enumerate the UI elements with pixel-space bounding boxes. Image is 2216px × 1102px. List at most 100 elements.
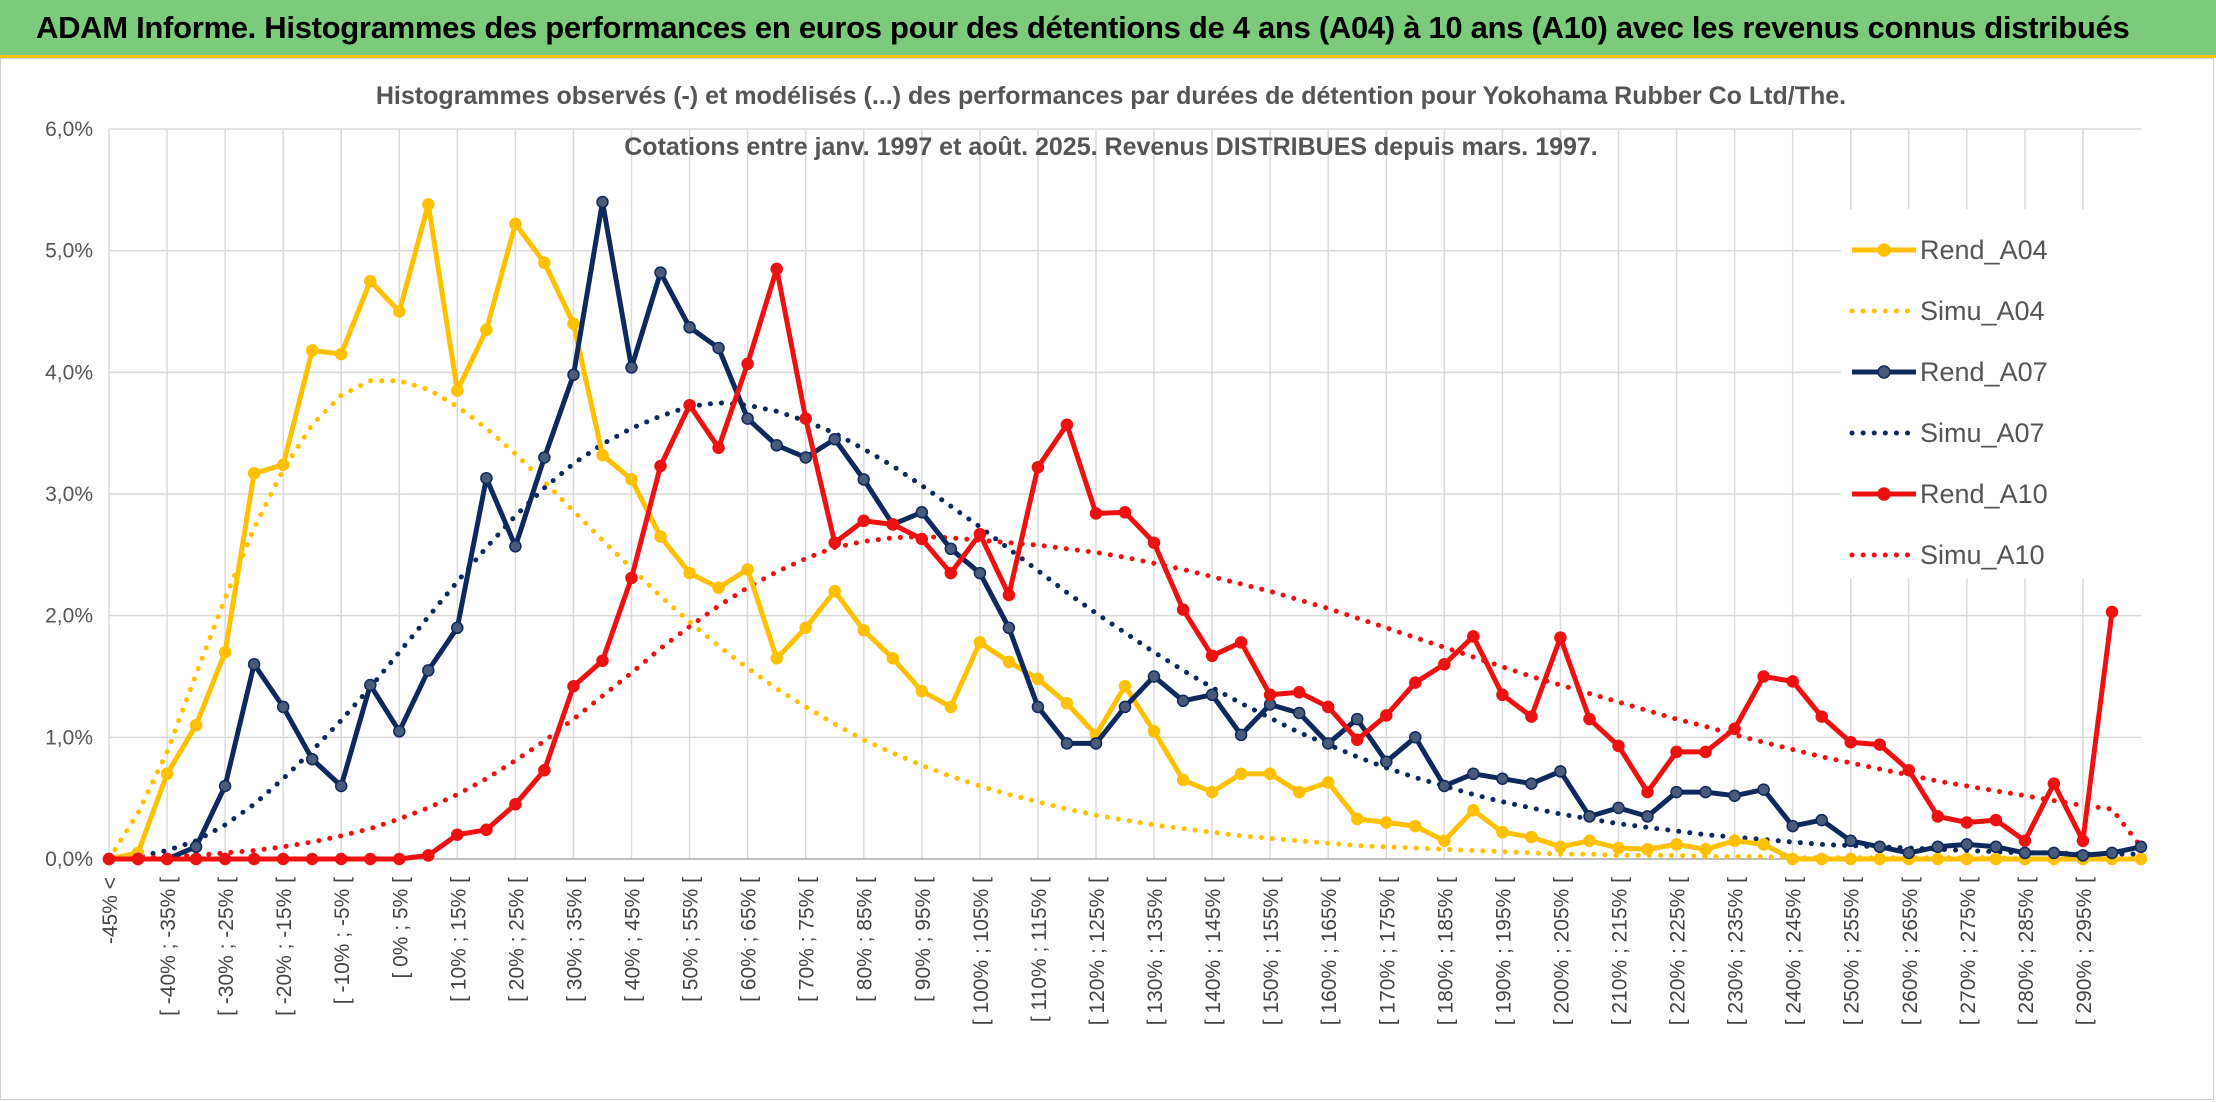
data-point <box>1350 812 1364 826</box>
x-tick-label: [ 230% ; 235% [ <box>1725 877 1748 1025</box>
data-point <box>1583 712 1596 726</box>
data-point <box>509 540 522 553</box>
data-point <box>799 412 812 425</box>
legend: Rend_A04 Simu_A04 Rend_A07 Simu_A07 Rend_A10… <box>1841 209 2141 579</box>
data-point <box>1205 649 1219 663</box>
legend-marker <box>1877 365 1891 379</box>
data-point <box>1670 785 1683 799</box>
data-point <box>1699 745 1712 759</box>
x-tick-label: [ -40% ; -35% [ <box>157 877 180 1016</box>
series-rend-a07 <box>102 195 2148 866</box>
data-point <box>1496 825 1509 839</box>
data-point <box>1350 712 1364 726</box>
data-point <box>1409 676 1422 689</box>
data-point <box>1438 834 1451 848</box>
data-point <box>364 852 377 866</box>
data-point <box>2047 846 2061 860</box>
data-point <box>1147 670 1161 683</box>
data-point <box>1089 507 1103 520</box>
data-point <box>1031 700 1045 714</box>
data-point <box>276 458 290 472</box>
data-point <box>1002 588 1016 602</box>
data-point <box>1989 852 2003 866</box>
data-point <box>1844 735 1857 749</box>
legend-item: Simu_A04 <box>1849 296 2045 326</box>
x-tick-label: [ 140% ; 145% [ <box>1202 877 1225 1025</box>
x-tick-label: [ 100% ; 105% [ <box>970 877 993 1025</box>
x-tick-label: [ 110% ; 115% [ <box>1028 877 1051 1022</box>
series-simu-a07 <box>106 400 2144 862</box>
data-point <box>1234 767 1248 781</box>
legend-label: Simu_A10 <box>1920 540 2045 570</box>
chart-subtitle: Cotations entre janv. 1997 et août. 2025… <box>624 133 1598 161</box>
data-point <box>1554 765 1567 778</box>
data-point <box>1873 738 1886 751</box>
data-point <box>1234 728 1248 742</box>
data-point <box>509 798 522 811</box>
data-point <box>2018 846 2032 860</box>
data-point <box>770 262 783 276</box>
data-point <box>1699 785 1712 799</box>
x-tick-label: [ 190% ; 195% [ <box>1492 877 1515 1025</box>
data-point <box>1496 688 1509 702</box>
data-point <box>2105 605 2119 619</box>
data-point <box>1525 830 1538 844</box>
data-point <box>247 658 261 671</box>
data-point <box>1409 819 1422 833</box>
x-tick-label: [ 60% ; 65% [ <box>738 877 761 1002</box>
data-point <box>538 763 551 777</box>
data-point <box>1641 843 1654 856</box>
chart-frame: Histogrammes observés (-) et modélisés (… <box>0 58 2214 1100</box>
data-point <box>857 624 870 637</box>
data-point <box>1321 700 1335 714</box>
data-point <box>596 195 609 209</box>
x-tick-label: [ 50% ; 55% [ <box>680 877 703 1002</box>
data-point <box>451 621 464 635</box>
data-point <box>102 852 116 866</box>
data-point <box>189 718 203 732</box>
y-axis-ticks: 0,0% 1,0% 2,0% 3,0% 4,0% 5,0% 6,0% <box>45 118 93 871</box>
data-point <box>1118 700 1132 714</box>
x-tick-label: [ 160% ; 165% [ <box>1318 877 1341 1025</box>
data-point <box>364 678 377 692</box>
data-point <box>915 506 929 519</box>
data-point <box>1815 710 1828 723</box>
legend-item: Simu_A07 <box>1849 418 2045 448</box>
data-point <box>1031 460 1045 474</box>
data-point <box>1583 810 1596 823</box>
data-point <box>189 840 203 854</box>
data-point <box>393 725 406 738</box>
data-point <box>1176 603 1190 616</box>
data-point <box>131 852 145 866</box>
data-point <box>2047 777 2061 790</box>
data-point <box>1060 737 1074 750</box>
data-point <box>1757 783 1770 796</box>
x-tick-label: [ 80% ; 85% [ <box>854 877 877 1002</box>
data-point <box>1176 773 1190 787</box>
page-title: ADAM Informe. Histogrammes des performan… <box>36 10 2130 45</box>
data-point <box>451 828 464 841</box>
series-simu-a10 <box>106 534 2144 862</box>
data-point <box>915 684 929 698</box>
data-point <box>596 448 609 462</box>
data-point <box>2105 846 2119 860</box>
series-line <box>109 266 2115 862</box>
data-point <box>625 361 638 374</box>
legend-item: Rend_A04 <box>1852 235 2048 265</box>
data-point <box>1409 731 1422 744</box>
data-point <box>480 823 493 837</box>
y-tick-label: 4,0% <box>45 361 93 384</box>
data-point <box>218 852 232 866</box>
legend-item: Rend_A10 <box>1852 479 2048 509</box>
data-point <box>857 473 870 486</box>
data-point <box>218 645 232 659</box>
data-point <box>1002 621 1016 635</box>
data-point <box>973 636 987 649</box>
data-point <box>276 852 290 866</box>
x-tick-label: [ 90% ; 95% [ <box>912 877 935 1002</box>
series-line <box>106 534 2144 862</box>
data-point <box>334 779 348 793</box>
series-lines <box>102 195 2148 866</box>
data-point <box>915 532 929 546</box>
data-point <box>1234 636 1248 649</box>
